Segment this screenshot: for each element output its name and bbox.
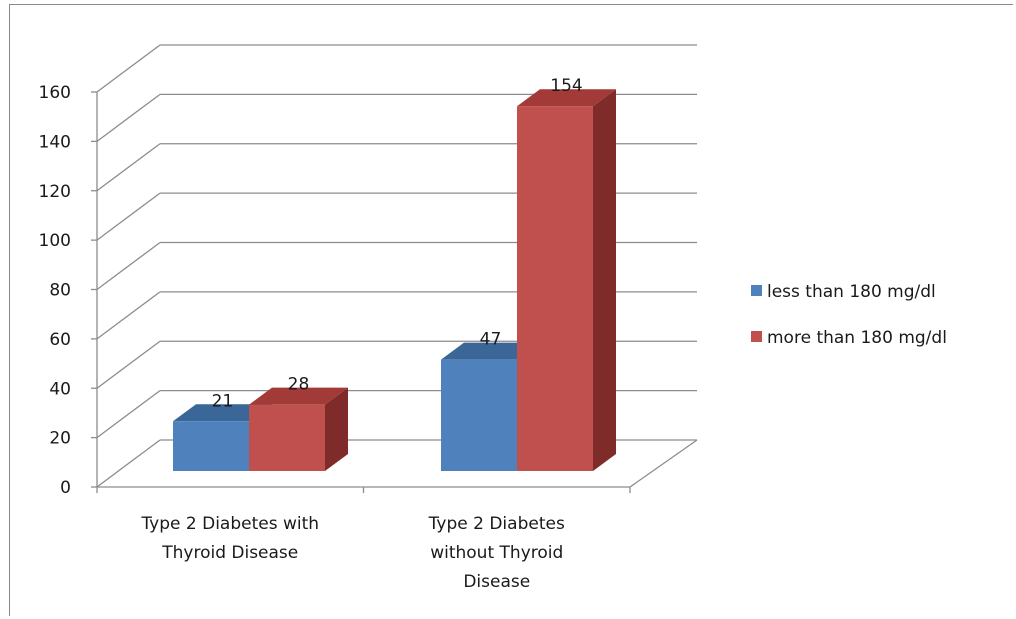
bar-top (249, 387, 348, 405)
y-tick-label: 40 (49, 379, 71, 399)
bar-side (325, 387, 348, 471)
bar (517, 106, 593, 472)
y-tick-label: 100 (39, 231, 71, 251)
bar-top (441, 342, 540, 360)
gridline-diagonal (96, 241, 161, 291)
gridline-diagonal (96, 192, 161, 241)
floor-edge (629, 439, 698, 488)
data-label: 47 (480, 330, 502, 350)
gridline-diagonal (96, 340, 161, 389)
chart-frame (9, 4, 1013, 616)
y-tick-label: 0 (60, 478, 71, 498)
bar (441, 359, 517, 471)
x-category-label: Type 2 Diabetes (428, 514, 565, 534)
gridline-diagonal (96, 93, 161, 142)
y-tick-label: 120 (39, 182, 71, 202)
gridline-diagonal (96, 143, 161, 192)
bar-top (517, 89, 616, 107)
y-tick-label: 140 (39, 132, 71, 152)
bar (173, 421, 249, 471)
y-tick-label: 160 (39, 83, 71, 103)
x-category-label: Disease (463, 572, 530, 592)
gridline-diagonal (96, 291, 161, 340)
bar-side (593, 89, 616, 472)
x-category-label: Type 2 Diabetes with (140, 514, 319, 534)
y-tick-label: 60 (49, 330, 71, 350)
bar-top (173, 404, 272, 422)
legend-swatch (751, 331, 762, 342)
legend-swatch (751, 285, 762, 296)
x-category-label: without Thyroid (430, 543, 563, 563)
x-category-label: Thyroid Disease (161, 543, 298, 563)
y-tick-label: 80 (49, 281, 71, 301)
data-label: 28 (288, 375, 310, 395)
data-label: 21 (212, 391, 234, 411)
y-tick-label: 20 (49, 429, 71, 449)
gridline-diagonal (96, 439, 161, 488)
legend-label: more than 180 mg/dl (767, 328, 947, 348)
gridline-diagonal (96, 44, 161, 93)
gridline-diagonal (96, 390, 161, 439)
bar (249, 404, 325, 471)
data-label: 154 (550, 76, 582, 96)
legend-label: less than 180 mg/dl (767, 282, 936, 302)
